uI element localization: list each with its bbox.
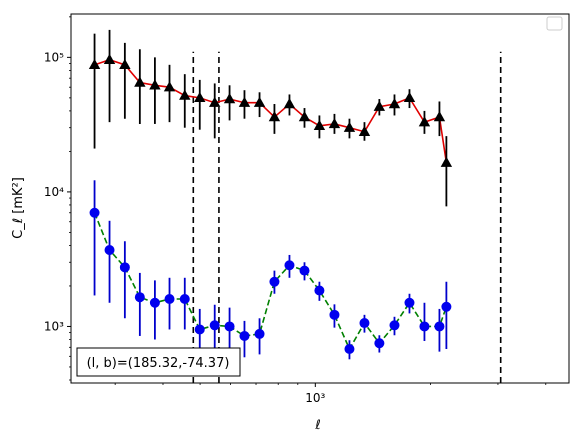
y-tick-label: 10⁵: [44, 50, 64, 64]
series-2-point-22: [404, 297, 415, 308]
series-2-point-8: [194, 324, 205, 335]
series-1-point-3: [119, 58, 131, 70]
series-1-point-24: [433, 111, 446, 122]
series-2-point-4: [134, 292, 145, 303]
series-2-point-15: [299, 265, 310, 276]
series-2-point-16: [314, 285, 325, 296]
series-2-point-23: [419, 321, 430, 332]
x-axis-label: ℓ: [314, 418, 320, 433]
plot-area-border: [70, 13, 570, 384]
series-2-point-13: [269, 276, 280, 287]
series-1-point-7: [179, 89, 191, 100]
series-1-point-21: [388, 98, 401, 109]
series-2-point-18: [344, 343, 355, 354]
series-1-point-20: [373, 100, 386, 111]
series-1-point-11: [238, 96, 251, 107]
series-1-point-9: [209, 96, 221, 107]
series-2-point-10: [224, 321, 235, 332]
series-2-point-24: [434, 321, 445, 332]
axis-ticks: 10³ 10⁴ 10⁵ 10³: [44, 16, 547, 405]
series-1-point-10: [223, 93, 236, 104]
series-2: [89, 180, 452, 361]
series-2-point-11: [239, 330, 250, 341]
series-2-point-6: [164, 293, 175, 304]
series-2-point-7: [179, 293, 190, 304]
series-1-point-5: [149, 79, 161, 90]
series-2-point-9: [209, 320, 220, 331]
series-1-point-16: [313, 119, 326, 130]
series-1-point-25: [440, 156, 453, 167]
y-tick-label: 10³: [44, 319, 64, 333]
series-2-point-17: [329, 309, 340, 320]
annotation-box: (l, b)=(185.32,-74.37): [76, 347, 241, 377]
series-1-point-4: [134, 76, 146, 87]
series-1-point-23: [418, 116, 431, 127]
series-1-point-15: [298, 111, 311, 122]
series-2-point-12: [254, 328, 265, 339]
series-1-point-14: [283, 98, 296, 109]
series-2-point-19: [359, 318, 370, 329]
x-tick-label: 10³: [305, 391, 325, 405]
series-1-point-18: [343, 121, 356, 132]
series-1-point-12: [253, 96, 266, 107]
series-2-point-2: [104, 245, 115, 256]
annotation-text: (l, b)=(185.32,-74.37): [87, 356, 230, 371]
series-2-point-14: [284, 260, 295, 271]
series-1-point-8: [194, 91, 206, 103]
series-2-point-5: [149, 297, 160, 308]
axes-frame: [70, 13, 570, 384]
series-1-point-6: [163, 81, 176, 92]
series-1-point-1: [88, 58, 101, 70]
series-2-point-25: [441, 301, 452, 312]
series-1-point-13: [268, 111, 281, 122]
series-2-point-21: [389, 320, 400, 331]
series-1-point-17: [328, 117, 341, 129]
series-2-point-3: [119, 262, 130, 273]
series-1-point-2: [103, 53, 116, 64]
legend-box: [546, 16, 563, 31]
series-1-point-22: [403, 91, 416, 103]
series-2-point-1: [89, 207, 100, 218]
y-tick-label: 10⁴: [44, 185, 64, 199]
series-1-point-19: [358, 125, 371, 136]
series-2-point-20: [374, 338, 385, 349]
y-axis-label: C_ℓ [mK²]: [11, 177, 26, 239]
series-layer: [88, 29, 453, 361]
series-1: [88, 29, 453, 207]
